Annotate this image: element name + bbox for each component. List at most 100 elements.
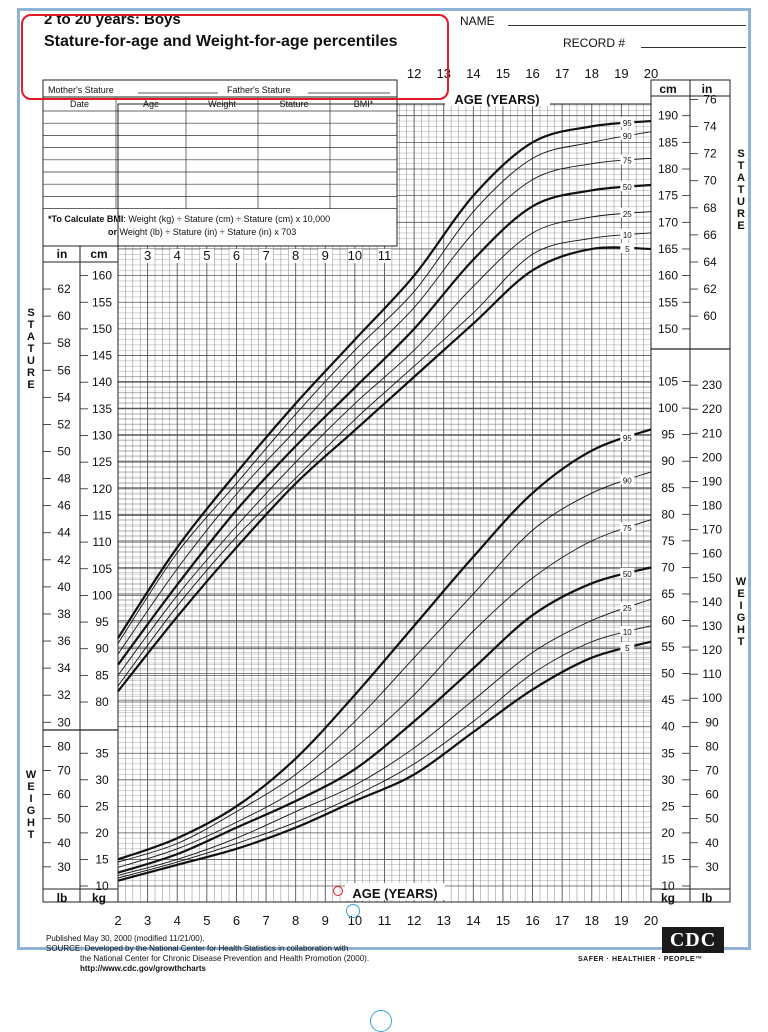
x-tick-label-inner: 10 [348, 248, 362, 263]
right-lb-label: 70 [705, 763, 719, 777]
stature-percentile-95-label: 95 [623, 119, 632, 128]
stature-percentile-5-line [117, 246, 652, 693]
x-tick-label-inner: 7 [262, 248, 269, 263]
left-cm-label: 100 [92, 588, 112, 602]
stature-percentile-25-label: 25 [623, 210, 632, 219]
right-in-label: 66 [703, 228, 717, 242]
x-tick-label-bottom: 12 [407, 913, 421, 928]
right-lb-label: 190 [702, 474, 722, 488]
x-tick-label-bottom: 15 [496, 913, 510, 928]
right-kg-label: 40 [661, 720, 675, 734]
weight-percentile-10-label: 10 [623, 628, 632, 637]
scroll-indicator[interactable] [370, 1010, 392, 1032]
right-lb-label: 130 [702, 619, 722, 633]
left-cm-label: 160 [92, 269, 112, 283]
right-kg-label: 105 [658, 375, 678, 389]
weight-percentile-label-bg [620, 626, 635, 637]
x-tick-label-bottom: 2 [114, 913, 121, 928]
left-cm-label: 95 [95, 615, 109, 629]
x-axis-title-top: AGE (YEARS) [454, 92, 539, 107]
right-cm-label: 155 [658, 295, 678, 309]
right-lb-label: 50 [705, 812, 719, 826]
left-lb-label: 50 [57, 812, 71, 826]
x-tick-label-bottom: 5 [203, 913, 210, 928]
left-in-label: 38 [57, 607, 71, 621]
left-lb-label: 60 [57, 788, 71, 802]
record-field-line[interactable] [641, 47, 746, 48]
side-letter: R [27, 367, 35, 379]
side-letter: A [737, 172, 745, 184]
name-field-line[interactable] [508, 25, 746, 26]
x-tick-label-top: 16 [525, 66, 539, 81]
mothers-stature-label: Mother's Stature [48, 85, 114, 95]
weight-percentile-label-bg [620, 642, 635, 653]
x-tick-label-inner: 3 [144, 248, 151, 263]
right-lb-label: 100 [702, 691, 722, 705]
right-lb-unit: lb [702, 891, 713, 905]
right-cm-label: 170 [658, 215, 678, 229]
left-cm-label: 145 [92, 349, 112, 363]
side-letter: S [737, 148, 745, 160]
plot-border [117, 103, 652, 903]
right-lb-label: 150 [702, 571, 722, 585]
right-in-label: 62 [703, 282, 717, 296]
x-tick-label-bottom: 17 [555, 913, 569, 928]
inner-tick-bg [229, 249, 244, 263]
stature-percentile-90-label: 90 [623, 132, 632, 141]
right-cm-label: 175 [658, 189, 678, 203]
x-tick-label-bottom: 8 [292, 913, 299, 928]
x-tick-label-bottom: 13 [436, 913, 450, 928]
x-tick-label-top: 20 [644, 66, 658, 81]
right-lb-label: 90 [705, 715, 719, 729]
footer-line3: the National Center for Chronic Disease … [80, 954, 370, 963]
right-kg-label: 30 [661, 773, 675, 787]
stature-percentile-label-bg [620, 242, 635, 253]
side-letter: T [27, 343, 35, 355]
right-lb-label: 230 [702, 378, 722, 392]
left-cm-label: 80 [95, 695, 109, 709]
left-cm-label: 130 [92, 429, 112, 443]
right-kg-label: 45 [661, 693, 675, 707]
right-kg-label: 65 [661, 587, 675, 601]
right-kg-label: 20 [661, 826, 675, 840]
weight-percentile-label-bg [620, 567, 635, 578]
x-tick-label-top: 15 [496, 66, 510, 81]
weight-percentile-75-line [117, 519, 652, 868]
weight-percentile-label-bg [620, 601, 635, 612]
stature-percentile-90-line [117, 131, 652, 644]
weight-percentile-5-label: 5 [625, 644, 630, 653]
right-kg-label: 85 [661, 481, 675, 495]
weight-percentile-75-label: 75 [623, 524, 632, 533]
x-tick-label-bottom: 3 [144, 913, 151, 928]
right-kg-label: 70 [661, 560, 675, 574]
x-tick-label-top: 12 [407, 66, 421, 81]
right-kg-label: 75 [661, 534, 675, 548]
table-column-header: Date [70, 99, 89, 109]
x-tick-label-inner: 11 [378, 248, 392, 263]
side-letter: W [25, 769, 37, 781]
right-kg-unit: kg [661, 891, 675, 905]
left-in-label: 44 [57, 526, 71, 540]
side-letter: T [737, 184, 745, 196]
x-tick-label-bottom: 20 [644, 913, 658, 928]
side-letter: G [736, 612, 746, 624]
left-cm-unit: cm [90, 247, 107, 261]
cdc-tagline: SAFER · HEALTHIER · PEOPLE™ [578, 956, 703, 963]
footer-url[interactable]: http://www.cdc.gov/growthcharts [80, 964, 206, 973]
right-lb-label: 120 [702, 643, 722, 657]
bmi-note-or: or [108, 227, 117, 237]
footer-source: Published May 30, 2000 (modified 11/21/0… [46, 934, 369, 974]
weight-percentile-10-line [117, 625, 652, 879]
left-cm-label: 120 [92, 482, 112, 496]
record-table-panel [42, 79, 398, 247]
stature-percentile-label-bg [620, 181, 635, 192]
inner-tick-bg [259, 249, 274, 263]
right-in-label: 68 [703, 201, 717, 215]
left-in-label: 34 [57, 661, 71, 675]
weight-percentile-50-line [117, 566, 652, 874]
left-in-label: 30 [57, 715, 71, 729]
left-in-label: 40 [57, 580, 71, 594]
